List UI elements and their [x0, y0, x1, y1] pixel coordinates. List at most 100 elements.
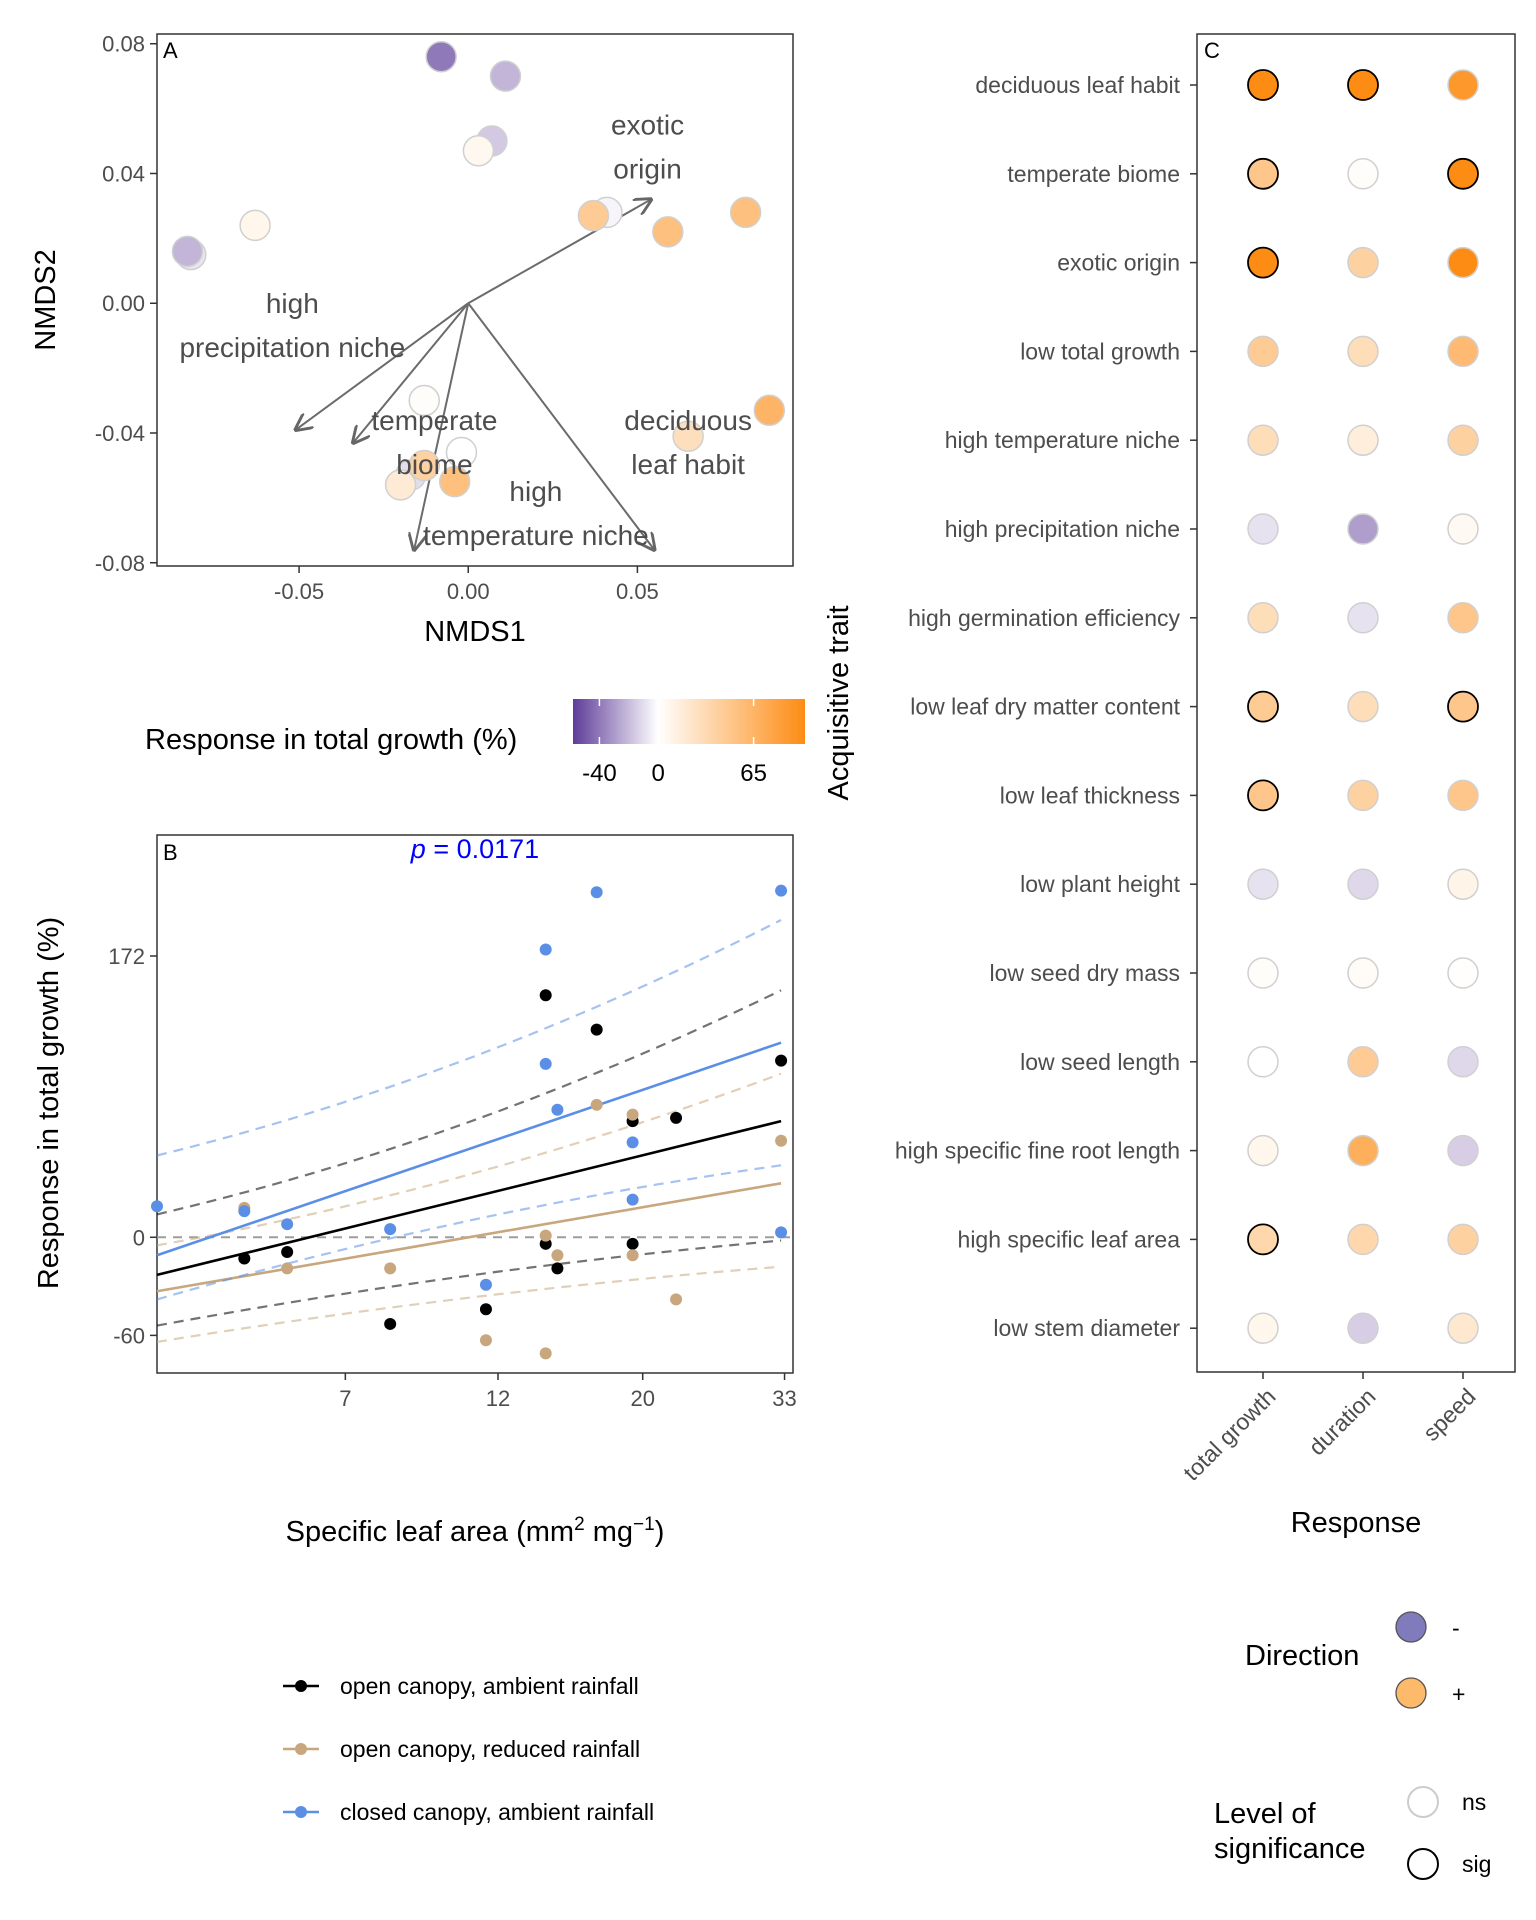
trait-dot [1347, 1312, 1379, 1344]
trait-dot [1347, 246, 1379, 279]
data-point [539, 943, 552, 956]
data-point [384, 1317, 397, 1330]
nmds-point [438, 465, 471, 498]
significance-legend-title: Level of [1214, 1798, 1317, 1830]
vector-arrow [467, 199, 651, 305]
trait-dot [1347, 1223, 1379, 1256]
row-label: high precipitation niche [945, 516, 1180, 542]
fit-line [156, 1182, 782, 1293]
trait-dot [1447, 690, 1479, 723]
trait-dot [1247, 1223, 1279, 1256]
colorbar-legend: Response in total growth (%) -40 0 65 [145, 699, 805, 787]
row-label: low leaf dry matter content [910, 694, 1180, 720]
row-label: low leaf thickness [1000, 782, 1180, 808]
nmds-point [462, 135, 495, 167]
trait-dot [1347, 69, 1379, 101]
panel-b-sla-plot: B p = 0.0171 7 12 20 33 -60 0 172 Specific lea… [33, 834, 797, 1825]
panel-b-axes: 7 12 20 33 -60 0 172 [108, 944, 797, 1411]
vector-label: biome [396, 449, 472, 480]
x-tick-label: 7 [339, 1386, 351, 1411]
row-label: temperate biome [1007, 161, 1180, 187]
ci-upper-line [156, 989, 782, 1216]
trait-dot [1247, 868, 1279, 900]
significance-legend-label: ns [1462, 1789, 1486, 1815]
trait-dot [1447, 335, 1479, 368]
panel-b-label: B [163, 840, 178, 865]
row-label: low stem diameter [993, 1315, 1180, 1341]
panel-b-points [151, 884, 788, 1360]
vector-label: high [509, 476, 562, 507]
panel-a-points [171, 40, 786, 501]
y-tick-label: -0.04 [95, 421, 145, 446]
trait-dot [1247, 602, 1279, 634]
trait-dot [1447, 957, 1479, 989]
vector-label: origin [613, 154, 681, 185]
panel-c-y-axis-title: Acquisitive trait [823, 605, 855, 800]
panel-c-frame [1196, 33, 1516, 1373]
vector-arrow [467, 302, 654, 550]
data-point [384, 1223, 397, 1236]
data-point [775, 1134, 788, 1147]
p-value-annotation: p = 0.0171 [410, 834, 539, 864]
x-tick-label: -0.05 [274, 579, 324, 604]
vector-label: exotic [611, 110, 684, 141]
x-tick-label: 20 [630, 1386, 654, 1411]
data-point [775, 1054, 788, 1067]
column-label: duration [1303, 1383, 1380, 1460]
vector-label: deciduous [624, 405, 752, 436]
trait-dot [1447, 779, 1479, 812]
trait-dot [1347, 957, 1379, 989]
data-point [626, 1136, 639, 1149]
panel-a-axes: -0.05 0.00 0.05 -0.08 -0.04 0.00 0.04 0.08 [95, 32, 659, 604]
ci-upper-line [156, 919, 782, 1157]
panel-c-columns: total growth duration speed [1178, 1372, 1481, 1486]
trait-dot [1447, 69, 1479, 101]
panel-a-x-axis-title: NMDS1 [424, 616, 526, 648]
trait-dot [1347, 690, 1379, 723]
nmds-point [577, 199, 610, 232]
data-point [238, 1252, 251, 1265]
row-label: low seed dry mass [990, 960, 1180, 986]
data-point [539, 1229, 552, 1242]
trait-dot [1247, 69, 1279, 101]
panel-a-vectors [296, 199, 655, 549]
legend-label: closed canopy, ambient rainfall [340, 1799, 654, 1825]
data-point [539, 1347, 552, 1360]
trait-dot [1447, 157, 1479, 190]
data-point [151, 1200, 163, 1213]
panel-b-x-axis-title: Specific leaf area (mm2 mg−1) [286, 1514, 665, 1548]
vector-label: leaf habit [631, 449, 745, 480]
data-point [775, 1226, 788, 1239]
panel-a-y-axis-title: NMDS2 [30, 249, 62, 351]
data-point [281, 1262, 294, 1275]
panel-c-label: C [1204, 38, 1220, 63]
trait-dot [1247, 690, 1279, 723]
panel-b-legend: open canopy, ambient rainfall open canopy… [283, 1673, 654, 1825]
trait-dot [1347, 1046, 1379, 1078]
panel-b-frame [156, 834, 794, 1374]
significance-legend-label: sig [1462, 1851, 1491, 1877]
vector-label: high [266, 288, 319, 319]
vector-arrow [353, 302, 470, 442]
trait-dot [1247, 957, 1279, 989]
data-point [281, 1218, 294, 1231]
column-label: total growth [1178, 1383, 1280, 1485]
data-point [539, 1057, 552, 1070]
y-tick-label: 0.08 [102, 32, 145, 57]
x-tick-label: 12 [486, 1386, 510, 1411]
direction-legend-dot [1395, 1677, 1427, 1709]
y-tick-label: 0 [133, 1225, 145, 1250]
trait-dot [1247, 424, 1279, 456]
panel-a-vector-labels: exotic origin high precipitation niche tempe… [179, 110, 751, 552]
ci-lower-line [156, 1239, 782, 1327]
trait-dot [1347, 335, 1379, 368]
trait-dot [1347, 424, 1379, 456]
row-label: high specific leaf area [958, 1226, 1181, 1252]
direction-legend-title: Direction [1245, 1640, 1359, 1672]
column-label: speed [1418, 1383, 1481, 1446]
data-point [626, 1193, 639, 1206]
data-point [281, 1245, 294, 1258]
row-label: low seed length [1020, 1049, 1180, 1075]
nmds-point [489, 60, 522, 92]
